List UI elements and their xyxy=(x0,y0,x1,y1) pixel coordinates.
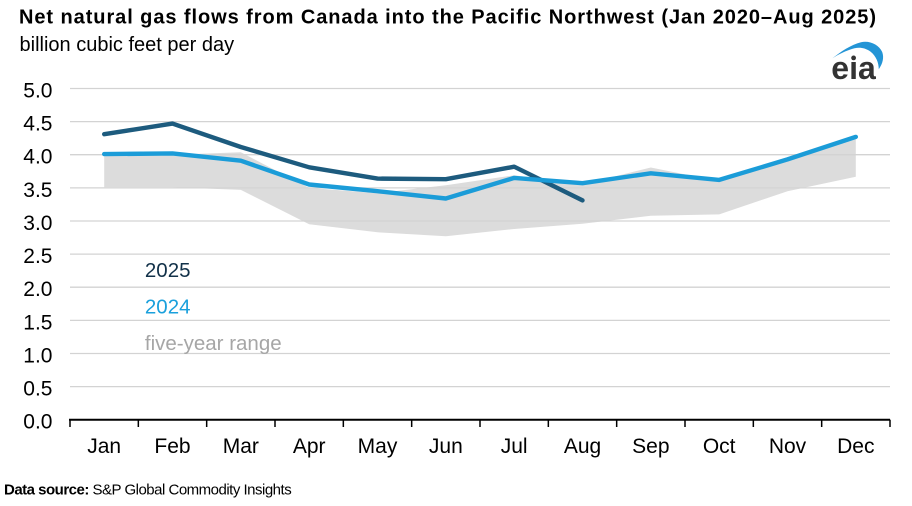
svg-text:Jan: Jan xyxy=(87,435,121,458)
svg-text:Dec: Dec xyxy=(837,435,874,458)
svg-text:eıa: eıa xyxy=(831,50,876,86)
svg-text:Sep: Sep xyxy=(632,435,669,458)
svg-text:five-year range: five-year range xyxy=(145,332,282,355)
svg-text:2.5: 2.5 xyxy=(23,245,52,268)
svg-text:Oct: Oct xyxy=(703,435,736,458)
svg-text:Aug: Aug xyxy=(564,435,601,458)
svg-text:2.0: 2.0 xyxy=(23,278,52,301)
svg-text:2025: 2025 xyxy=(145,259,191,282)
svg-text:5.0: 5.0 xyxy=(23,79,52,102)
svg-text:2024: 2024 xyxy=(145,296,191,319)
svg-text:Jun: Jun xyxy=(429,435,463,458)
svg-text:Nov: Nov xyxy=(769,435,807,458)
svg-text:May: May xyxy=(358,435,398,458)
svg-text:0.0: 0.0 xyxy=(23,411,52,434)
svg-text:0.5: 0.5 xyxy=(23,378,52,401)
svg-text:billion cubic feet per day: billion cubic feet per day xyxy=(20,34,235,56)
svg-text:1.0: 1.0 xyxy=(23,344,52,367)
svg-text:Data source: S&P Global Commod: Data source: S&P Global Commodity Insigh… xyxy=(4,481,291,498)
svg-text:Feb: Feb xyxy=(154,435,190,458)
svg-text:4.5: 4.5 xyxy=(23,113,52,136)
svg-text:Net natural gas flows from Can: Net natural gas flows from Canada into t… xyxy=(19,6,877,28)
svg-text:Jul: Jul xyxy=(501,435,528,458)
svg-text:3.5: 3.5 xyxy=(23,179,52,202)
svg-text:Mar: Mar xyxy=(223,435,259,458)
svg-text:Apr: Apr xyxy=(293,435,326,458)
svg-text:4.0: 4.0 xyxy=(23,146,52,169)
svg-text:3.0: 3.0 xyxy=(23,212,52,235)
svg-text:1.5: 1.5 xyxy=(23,311,52,334)
